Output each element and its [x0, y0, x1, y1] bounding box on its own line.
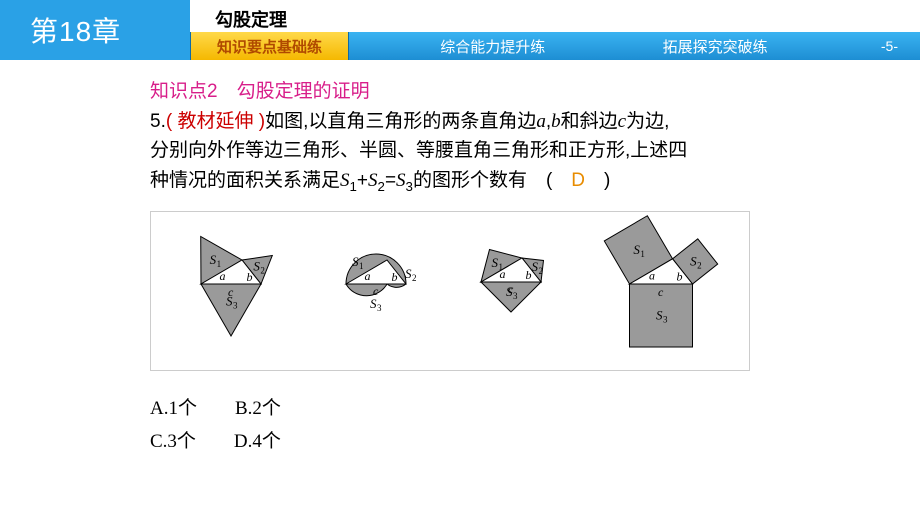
- svg-text:b: b: [677, 270, 683, 284]
- sub2: 2: [378, 179, 385, 194]
- svg-text:c: c: [373, 284, 379, 298]
- svg-text:S: S: [253, 259, 260, 274]
- tab-integrated[interactable]: 综合能力提升练: [414, 32, 571, 60]
- tab-basic[interactable]: 知识要点基础练: [190, 32, 349, 60]
- svg-text:S: S: [405, 266, 412, 281]
- svg-text:S: S: [690, 254, 697, 269]
- var-b: b: [551, 111, 561, 132]
- l3b: 的图形个数有 (: [413, 170, 571, 191]
- svg-text:S: S: [370, 296, 377, 311]
- svg-text:3: 3: [513, 291, 518, 301]
- svg-text:S: S: [633, 242, 640, 257]
- sub1: 1: [350, 179, 357, 194]
- l3a: 种情况的面积关系满足: [150, 170, 340, 191]
- content-area: 知识点2 勾股定理的证明 5.( 教材延伸 )如图,以直角三角形的两条直角边a,…: [150, 76, 880, 458]
- answer-choices: A.1个 B.2个 C.3个 D.4个: [150, 393, 880, 458]
- svg-text:b: b: [526, 268, 532, 282]
- svg-text:S: S: [532, 259, 539, 274]
- eq: =: [385, 170, 396, 191]
- tab-extension[interactable]: 拓展探究突破练: [637, 32, 794, 60]
- figures-svg: S1S2S3abcS1S2S3abcS1S2S3abcS1S2S3abc: [151, 212, 751, 372]
- nav-bar: 知识要点基础练 综合能力提升练 拓展探究突破练 -5-: [190, 32, 920, 60]
- svg-text:3: 3: [377, 303, 382, 313]
- svg-text:S: S: [352, 254, 359, 269]
- svg-text:S: S: [656, 308, 663, 323]
- page-number: -5-: [859, 32, 920, 60]
- answer-letter: D: [571, 170, 585, 191]
- t3: 为边,: [626, 111, 669, 132]
- svg-text:1: 1: [640, 249, 645, 259]
- svg-text:2: 2: [539, 266, 544, 276]
- figure-row: S1S2S3abcS1S2S3abcS1S2S3abcS1S2S3abc: [150, 211, 750, 371]
- svg-text:3: 3: [233, 301, 238, 311]
- q-number: 5.: [150, 111, 166, 132]
- lesson-title: 勾股定理: [215, 6, 287, 32]
- svg-text:3: 3: [663, 315, 668, 325]
- S3s: S: [396, 170, 406, 191]
- svg-text:a: a: [500, 267, 506, 281]
- var-a: a: [536, 111, 546, 132]
- svg-text:S: S: [492, 255, 499, 270]
- var-c: c: [618, 111, 626, 132]
- S2s: S: [368, 170, 378, 191]
- svg-text:2: 2: [697, 261, 702, 271]
- svg-text:c: c: [228, 285, 234, 299]
- svg-text:c: c: [658, 285, 664, 299]
- plus: +: [357, 170, 368, 191]
- S1s: S: [340, 170, 350, 191]
- svg-text:a: a: [365, 269, 371, 283]
- ext-label: ( 教材延伸 ): [166, 111, 265, 132]
- sub3: 3: [406, 179, 413, 194]
- knowledge-point-title: 知识点2 勾股定理的证明: [150, 76, 880, 103]
- chapter-badge: 第18章: [0, 0, 190, 60]
- problem-text: 5.( 教材延伸 )如图,以直角三角形的两条直角边a,b和斜边c为边, 分别向外…: [150, 107, 880, 197]
- choices-row1: A.1个 B.2个: [150, 393, 880, 425]
- t1: 如图,以直角三角形的两条直角边: [265, 111, 536, 132]
- svg-text:b: b: [392, 270, 398, 284]
- svg-text:2: 2: [412, 273, 417, 283]
- choices-row2: C.3个 D.4个: [150, 426, 880, 458]
- svg-text:a: a: [220, 269, 226, 283]
- chapter-text: 第18章: [30, 10, 121, 50]
- svg-text:1: 1: [359, 261, 364, 271]
- svg-text:1: 1: [217, 259, 222, 269]
- line2: 分别向外作等边三角形、半圆、等腰直角三角形和正方形,上述四: [150, 140, 687, 161]
- svg-text:S: S: [210, 252, 217, 267]
- svg-text:b: b: [247, 270, 253, 284]
- svg-text:c: c: [508, 282, 514, 296]
- l3c: ): [585, 170, 610, 191]
- svg-text:2: 2: [260, 266, 265, 276]
- t2: 和斜边: [561, 111, 618, 132]
- svg-text:a: a: [649, 269, 655, 283]
